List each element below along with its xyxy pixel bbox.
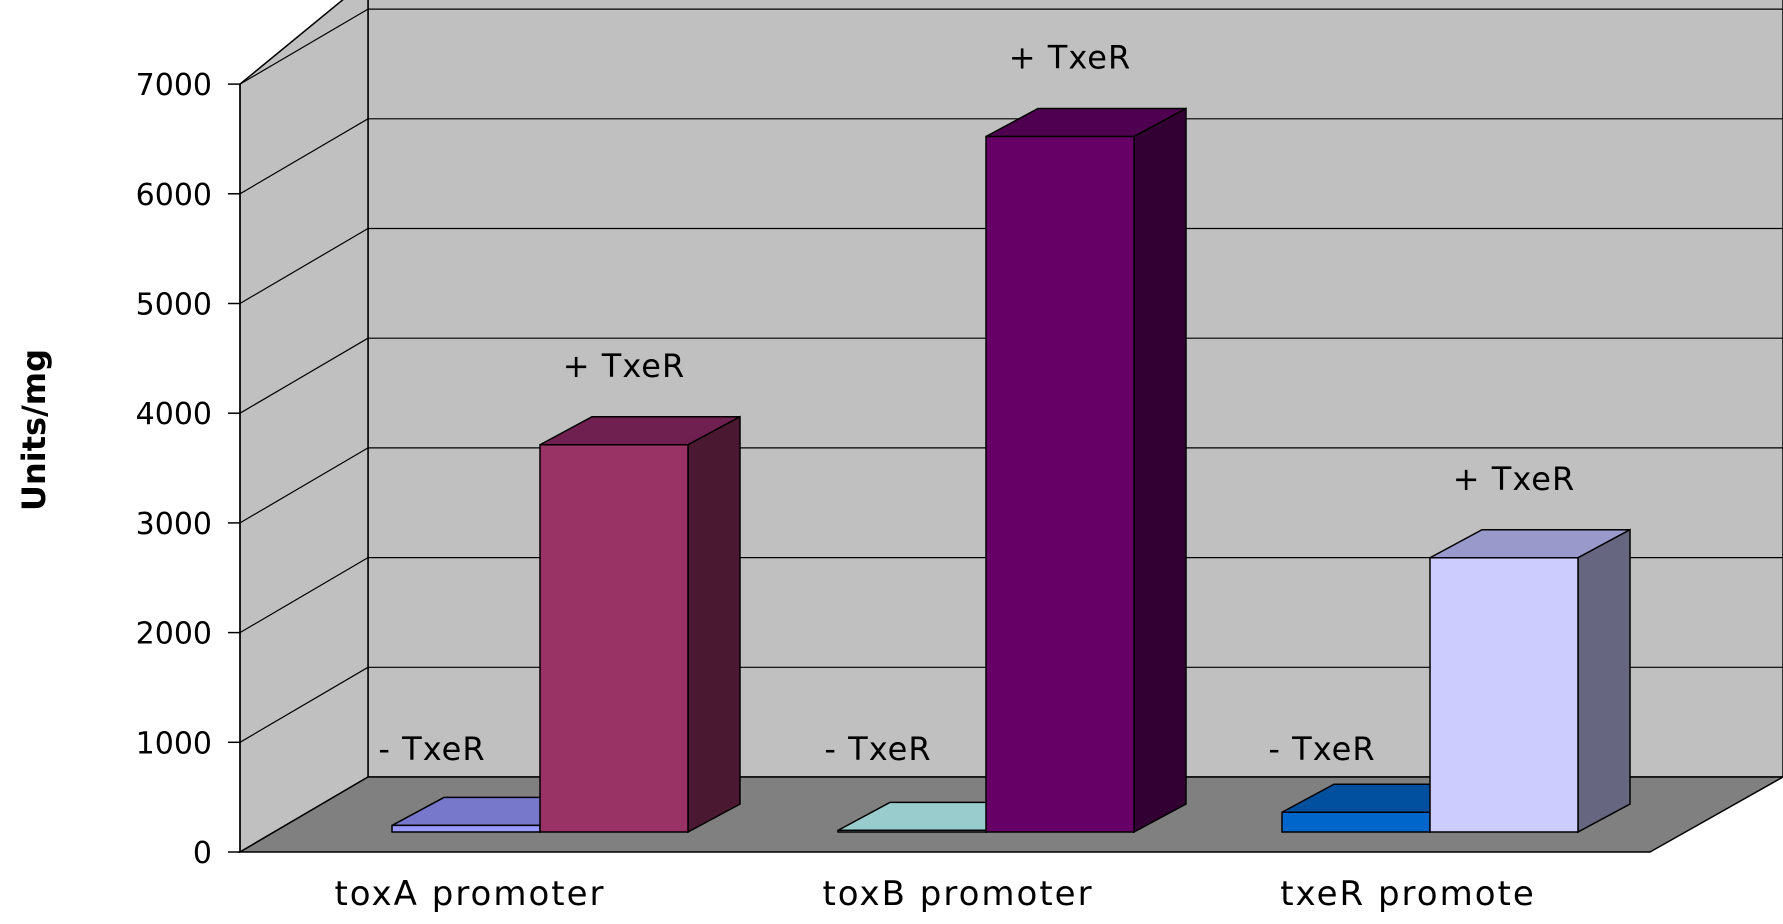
bar <box>985 107 1187 834</box>
bar-front <box>985 135 1135 833</box>
data-label: + TxeR <box>563 347 685 385</box>
bar-side <box>1577 528 1631 834</box>
y-tick-label: 3000 <box>136 507 212 542</box>
bar-front <box>1281 811 1431 833</box>
y-axis-title: Units/mg <box>15 349 53 511</box>
data-label: - TxeR <box>1268 730 1375 768</box>
gridline-side <box>239 666 369 743</box>
data-label: + TxeR <box>1453 460 1575 498</box>
bar <box>1429 528 1631 834</box>
gridline-side <box>239 557 369 634</box>
gridline-side <box>239 227 369 305</box>
data-label: - TxeR <box>378 730 485 768</box>
category-labels: toxA promoter toxB promoter txeR promote <box>334 874 1536 914</box>
x-category-label: toxA promoter <box>334 874 605 914</box>
bar-front <box>539 444 689 833</box>
y-tick-label: 4000 <box>136 397 212 432</box>
y-tick-label: 6000 <box>136 178 212 213</box>
side-wall <box>239 0 369 854</box>
gridline-side <box>239 447 369 524</box>
x-category-label: txeR promote <box>1280 874 1536 914</box>
data-label: - TxeR <box>824 730 931 768</box>
y-tick-label: 0 <box>193 836 212 871</box>
y-tick-label: 1000 <box>136 726 212 761</box>
bar <box>539 415 741 834</box>
bars <box>391 107 1631 834</box>
x-category-label: toxB promoter <box>822 874 1093 914</box>
bar-side <box>1133 107 1187 834</box>
gridline-side <box>239 337 369 414</box>
y-tick-label: 5000 <box>136 288 212 323</box>
y-tick-label: 2000 <box>136 617 212 652</box>
bar-side <box>687 415 741 834</box>
y-tick-label: 7000 <box>136 68 212 103</box>
data-labels: - TxeR + TxeR - TxeR + TxeR - TxeR + TxeR <box>378 39 1575 768</box>
y-axis-ticks: 0 1000 2000 3000 4000 5000 6000 7000 <box>136 68 241 871</box>
bar-front <box>391 824 541 833</box>
data-label: + TxeR <box>1009 39 1131 77</box>
bar-front <box>1429 557 1579 833</box>
gridline-side <box>239 8 369 85</box>
bar-front <box>837 829 987 833</box>
gridline-side <box>239 118 369 195</box>
